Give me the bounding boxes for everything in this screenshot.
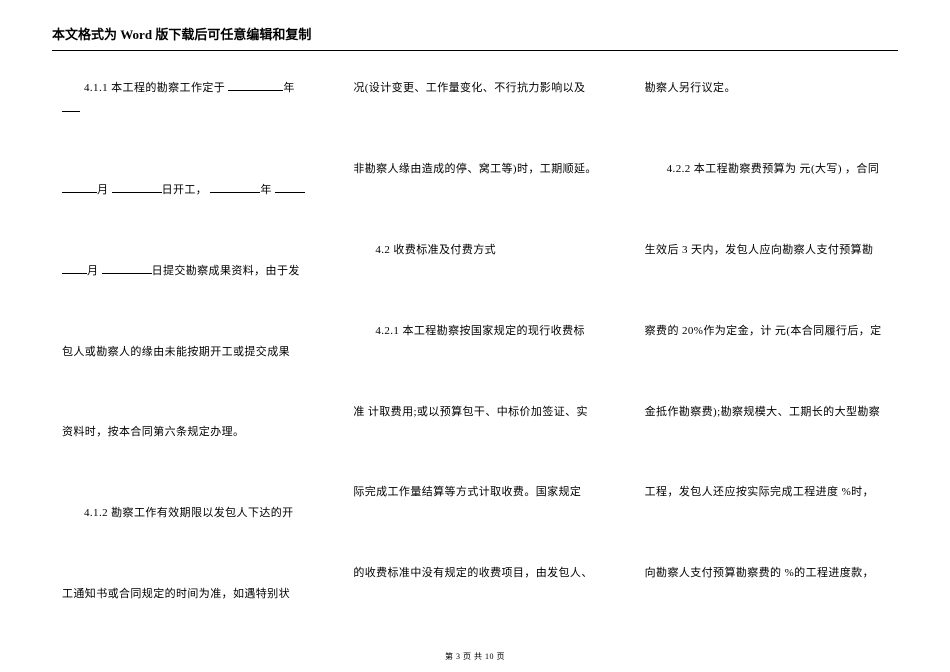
paragraph: 资料时，按本合同第六条规定办理。 [62,422,315,443]
paragraph: 际完成工作量结算等方式计取收费。国家规定 [353,482,606,503]
paragraph: 准 计取费用;或以预算包干、中标价加签证、实 [353,402,606,423]
footer-label: 第 [445,652,454,661]
footer-label: 页 共 [463,652,483,661]
paragraph: 包人或勘察人的缘由未能按期开工或提交成果 [62,342,315,363]
text-run: 勘察人另行议定。 [645,82,736,94]
column-3: 勘察人另行议定。 4.2.2 本工程勘察费预算为 元(大写) ，合同 生效后 3… [645,78,898,632]
text-run: 向勘察人支付预算勘察费的 %的工程进度款， [645,567,874,579]
blank-line [62,182,97,193]
text-run: 察费的 20%作为定金，计 元(本合同履行后，定 [645,325,882,337]
paragraph: 工程，发包人还应按实际完成工程进度 %时， [645,482,898,503]
text-run: 月 [97,184,108,196]
paragraph: 4.1.1 本工程的勘察工作定于 年 [62,78,315,120]
paragraph: 月 日提交勘察成果资料，由于发 [62,261,315,282]
text-run: 的收费标准中没有规定的收费项目，由发包人、 [353,567,592,579]
paragraph: 向勘察人支付预算勘察费的 %的工程进度款， [645,563,898,584]
footer-page-current: 3 [456,652,461,661]
paragraph: 工通知书或合同规定的时间为准，如遇特别状 [62,584,315,605]
column-1: 4.1.1 本工程的勘察工作定于 年 月 日开工， 年 月 日提交勘察成果资料，… [62,78,315,632]
paragraph: 的收费标准中没有规定的收费项目，由发包人、 [353,563,606,584]
header-title-word: Word [117,27,155,42]
columns-wrap: 4.1.1 本工程的勘察工作定于 年 月 日开工， 年 月 日提交勘察成果资料，… [62,78,898,632]
text-run: 生效后 3 天内，发包人应向勘察人支付预算勘 [645,244,874,256]
header-rule [52,50,898,51]
paragraph: 4.2 收费标准及付费方式 [353,240,606,261]
paragraph: 4.2.2 本工程勘察费预算为 元(大写) ，合同 [645,159,898,180]
text-run: 4.2.1 本工程勘察按国家规定的现行收费标 [375,325,585,337]
paragraph: 非勘察人缘由造成的停、窝工等)时，工期顺延。 [353,159,606,180]
text-run: 包人或勘察人的缘由未能按期开工或提交成果 [62,346,290,358]
page-footer: 第 3 页 共 10 页 [0,651,950,662]
paragraph: 勘察人另行议定。 [645,78,898,99]
column-2: 况(设计变更、工作量变化、不行抗力影响以及 非勘察人缘由造成的停、窝工等)时，工… [353,78,606,632]
text-run: 非勘察人缘由造成的停、窝工等)时，工期顺延。 [353,163,596,175]
page-content: 4.1.1 本工程的勘察工作定于 年 月 日开工， 年 月 日提交勘察成果资料，… [62,78,898,632]
header-title: 本文格式为 Word 版下载后可任意编辑和复制 [52,24,898,47]
blank-line [62,263,87,274]
blank-line [62,101,80,112]
paragraph: 察费的 20%作为定金，计 元(本合同履行后，定 [645,321,898,342]
text-run: 年 [283,82,294,94]
text-run: 准 计取费用;或以预算包干、中标价加签证、实 [353,406,588,418]
text-run: 4.2 收费标准及付费方式 [375,244,496,256]
text-run: 况(设计变更、工作量变化、不行抗力影响以及 [353,82,585,94]
text-run: 资料时，按本合同第六条规定办理。 [62,426,244,438]
header-title-suffix: 版下载后可任意编辑和复制 [155,27,311,42]
text-run: 4.1.1 本工程的勘察工作定于 [84,82,225,94]
text-run: 日开工， [162,184,208,196]
blank-line [228,80,283,91]
blank-line [275,182,305,193]
text-run: 金抵作勘察费);勘察规模大、工期长的大型勘察 [645,406,881,418]
blank-line [210,182,260,193]
text-run: 工通知书或合同规定的时间为准，如遇特别状 [62,588,290,600]
text-run: 年 [260,184,271,196]
paragraph: 4.2.1 本工程勘察按国家规定的现行收费标 [353,321,606,342]
text-run: 际完成工作量结算等方式计取收费。国家规定 [353,486,581,498]
text-run: 工程，发包人还应按实际完成工程进度 %时， [645,486,874,498]
blank-line [112,182,162,193]
text-run: 日提交勘察成果资料，由于发 [152,265,300,277]
footer-label: 页 [497,652,506,661]
paragraph: 月 日开工， 年 [62,180,315,201]
blank-line [102,263,152,274]
paragraph: 况(设计变更、工作量变化、不行抗力影响以及 [353,78,606,99]
page-header: 本文格式为 Word 版下载后可任意编辑和复制 [52,24,898,51]
text-run: 月 [87,265,98,277]
paragraph: 生效后 3 天内，发包人应向勘察人支付预算勘 [645,240,898,261]
footer-page-total: 10 [485,652,494,661]
text-run: 4.1.2 勘察工作有效期限以发包人下达的开 [84,507,294,519]
header-title-prefix: 本文格式为 [52,27,117,42]
paragraph: 金抵作勘察费);勘察规模大、工期长的大型勘察 [645,402,898,423]
text-run: 4.2.2 本工程勘察费预算为 元(大写) ，合同 [667,163,880,175]
paragraph: 4.1.2 勘察工作有效期限以发包人下达的开 [62,503,315,524]
